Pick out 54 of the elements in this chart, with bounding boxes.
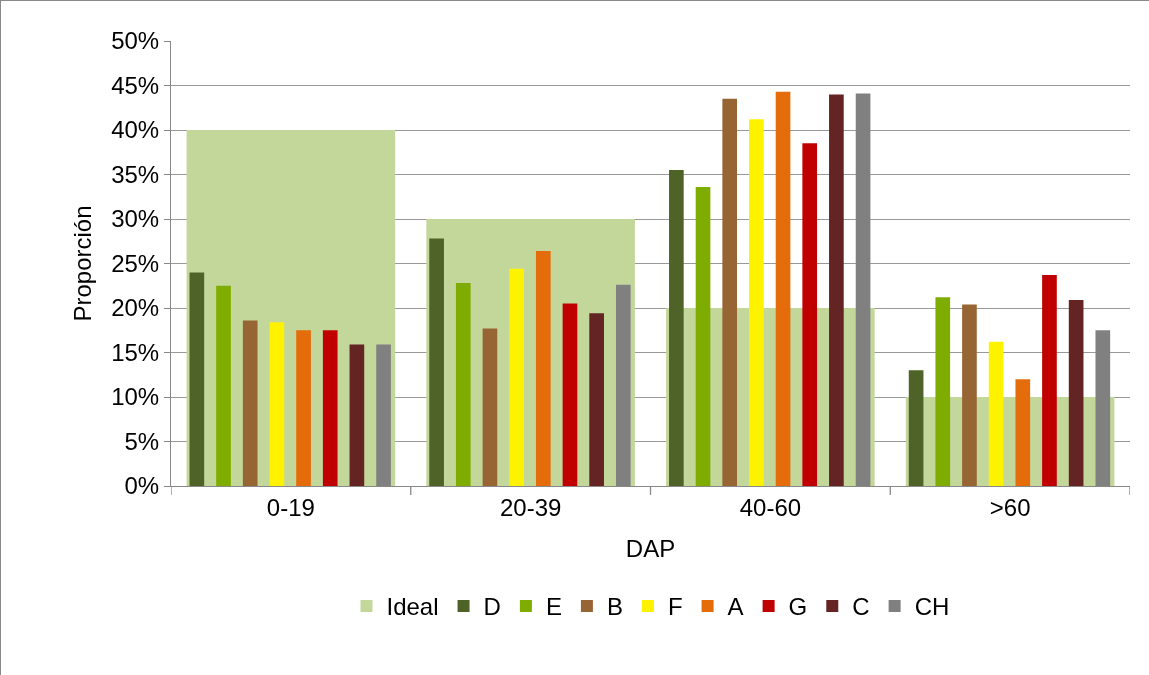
bar xyxy=(1015,379,1031,486)
bar xyxy=(908,370,924,486)
bar xyxy=(242,320,258,486)
legend-label: E xyxy=(545,593,562,621)
y-tick-label: 45% xyxy=(111,71,160,99)
bar xyxy=(322,330,338,486)
y-tick-label: 15% xyxy=(111,338,160,366)
bar xyxy=(455,283,471,486)
bar xyxy=(429,238,444,486)
legend-label: A xyxy=(727,593,744,621)
bar xyxy=(669,170,684,486)
bar xyxy=(1042,275,1057,486)
bar xyxy=(749,119,764,486)
y-tick-label: 20% xyxy=(111,294,160,322)
bar xyxy=(296,330,311,486)
bar xyxy=(269,322,285,486)
legend-label: C xyxy=(852,593,870,621)
y-tick-label: 0% xyxy=(124,472,160,500)
bar xyxy=(962,304,977,486)
x-tick-label: 20-39 xyxy=(499,493,562,521)
bar xyxy=(695,186,711,486)
legend-label: CH xyxy=(914,593,950,621)
y-tick-label: 25% xyxy=(111,249,160,277)
x-axis-title: DAP xyxy=(625,535,676,563)
legend-label: F xyxy=(667,593,683,621)
x-tick-label: >60 xyxy=(989,493,1031,521)
legend-label: G xyxy=(788,593,808,621)
bar xyxy=(535,251,551,486)
y-axis-title: Proporción xyxy=(69,205,97,322)
bar xyxy=(1068,299,1084,486)
bar xyxy=(722,98,738,486)
y-tick-label: 50% xyxy=(111,27,160,55)
legend-label: D xyxy=(483,593,501,621)
bar xyxy=(482,328,498,486)
bar xyxy=(189,272,205,486)
bar xyxy=(802,143,818,486)
y-tick-label: 30% xyxy=(111,205,160,233)
y-tick-label: 10% xyxy=(111,383,160,411)
bar xyxy=(562,303,578,486)
legend-label: Ideal xyxy=(386,593,439,621)
legend-label: B xyxy=(606,593,623,621)
bar xyxy=(349,344,365,486)
bar xyxy=(589,313,604,486)
bar xyxy=(216,285,231,486)
y-tick-label: 5% xyxy=(124,427,160,455)
x-tick-label: 0-19 xyxy=(266,493,315,521)
bar xyxy=(509,268,524,486)
bar xyxy=(988,341,1004,486)
x-tick-label: 40-60 xyxy=(739,493,802,521)
bar xyxy=(775,91,791,486)
y-tick-label: 35% xyxy=(111,160,160,188)
bar xyxy=(829,94,844,486)
y-tick-label: 40% xyxy=(111,116,160,144)
bar xyxy=(935,297,951,486)
